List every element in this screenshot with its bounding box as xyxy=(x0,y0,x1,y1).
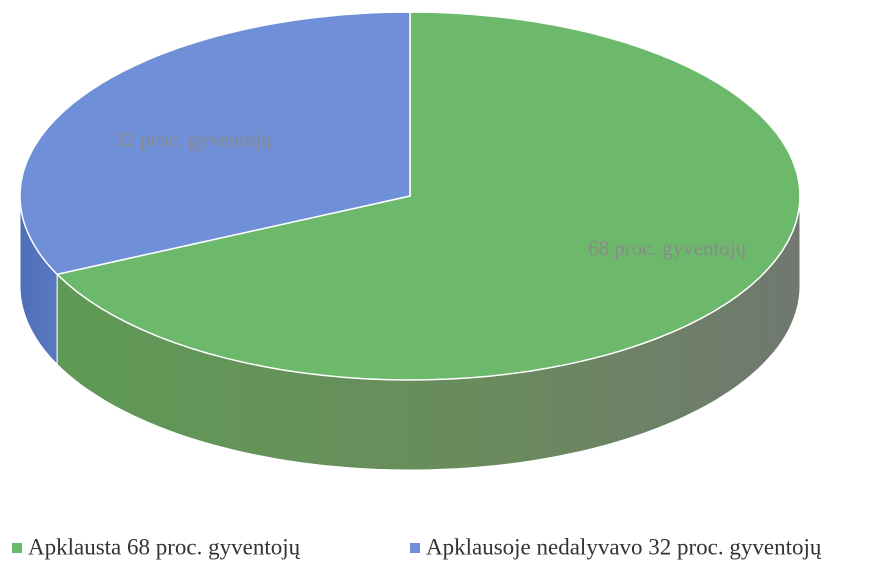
legend-swatch xyxy=(410,543,420,553)
data-label: 68 proc. gyventojų xyxy=(588,236,747,260)
slice xyxy=(55,11,801,381)
legend-swatch xyxy=(12,543,22,553)
legend-label: Apklausoje nedalyvavo 32 proc. gyventojų xyxy=(426,534,822,559)
legend-label: Apklausta 68 proc. gyventojų xyxy=(28,534,301,559)
data-label: 32 proc. gyventojų xyxy=(114,128,273,152)
slice xyxy=(19,11,411,276)
